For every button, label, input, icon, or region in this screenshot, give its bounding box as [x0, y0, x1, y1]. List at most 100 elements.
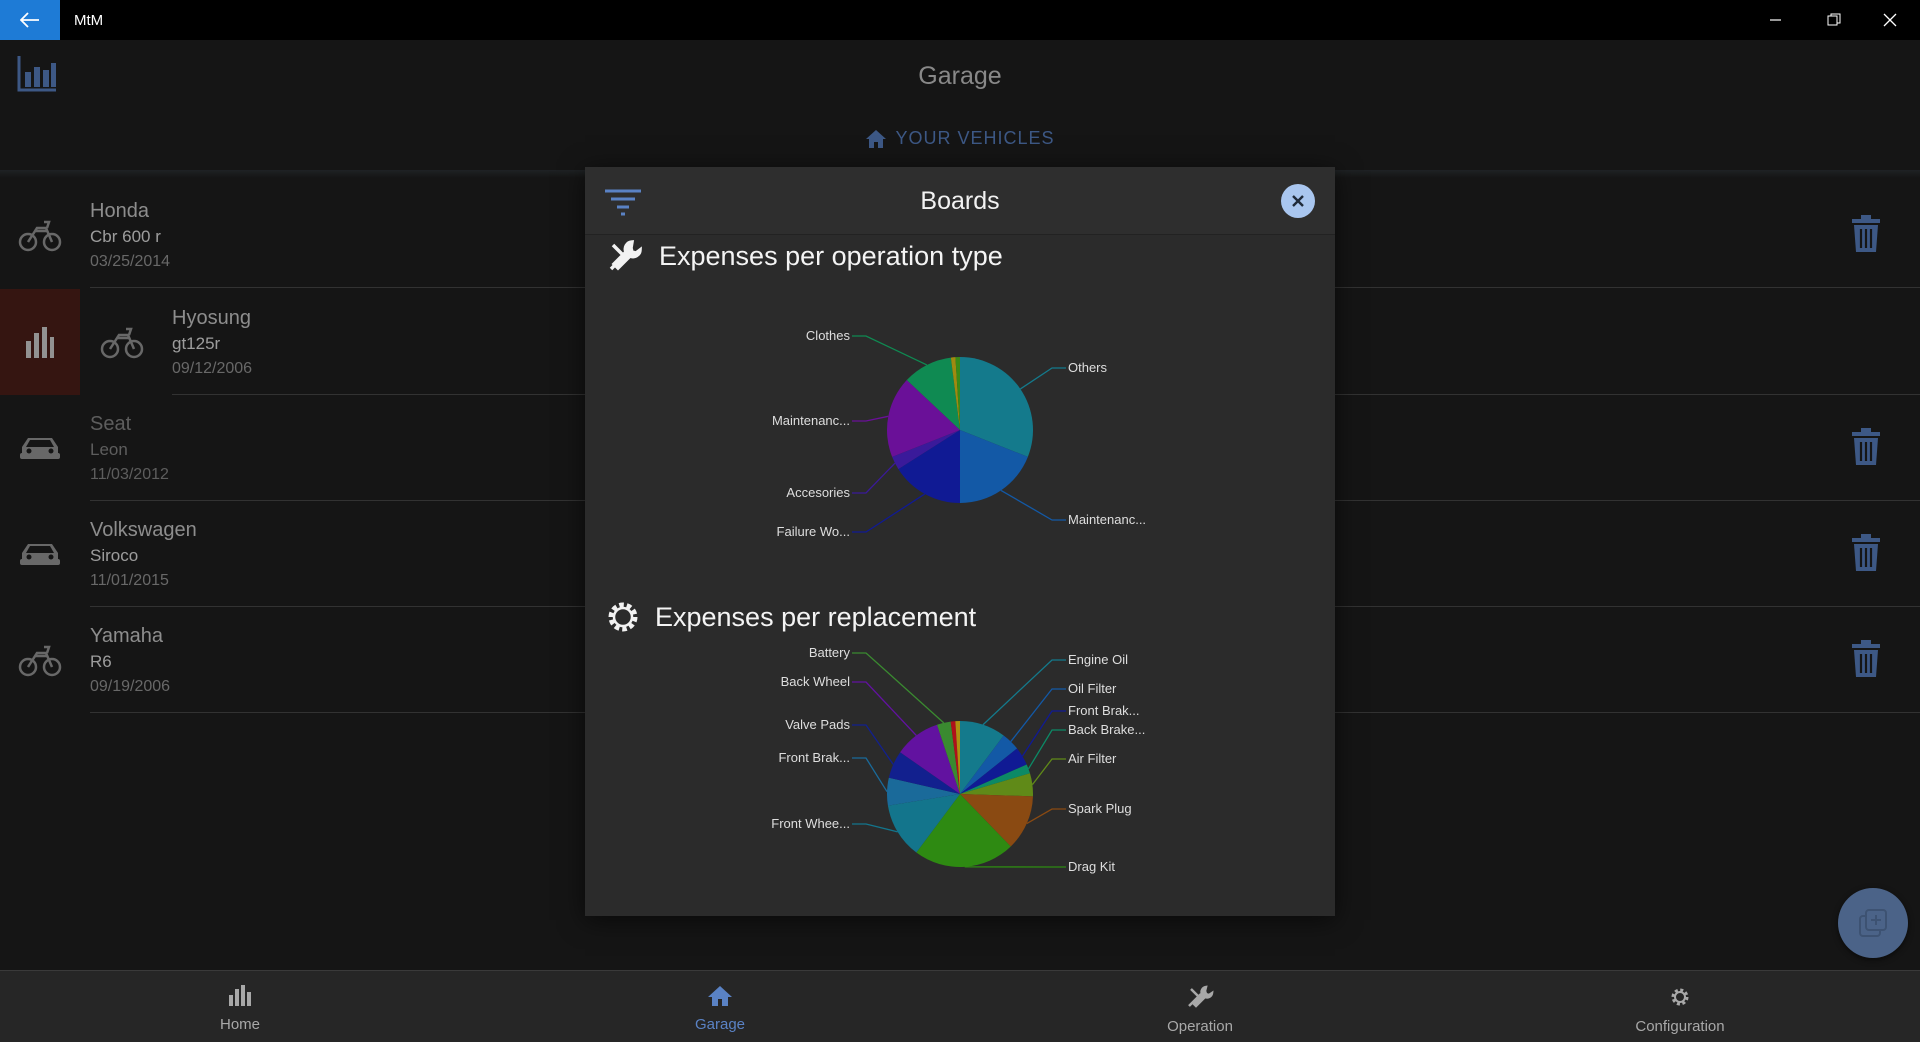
leader-line [1020, 367, 1066, 390]
leader-line [1027, 729, 1066, 770]
bar-chart-icon [229, 985, 251, 1006]
gear-icon [1671, 988, 1689, 1006]
close-window-button[interactable] [1862, 0, 1918, 40]
chart-title-text: Expenses per operation type [659, 240, 1003, 271]
chart-title-operation-type: Expenses per operation type [605, 239, 1003, 273]
vehicle-date: 09/12/2006 [172, 360, 253, 377]
slice-label: Front Brak... [1068, 703, 1140, 718]
vehicle-model: Leon [90, 440, 128, 459]
pie-slice[interactable] [960, 721, 1004, 794]
gear-icon [608, 602, 638, 632]
app-header: Garage YOUR VEHICLES [0, 40, 1920, 170]
pie-chart-replacement: Engine Oil Oil Filter Front Brak... Back Br… [771, 645, 1145, 874]
vehicle-date: 11/03/2012 [90, 466, 169, 483]
vehicle-make: Volkswagen [90, 519, 197, 541]
pie-slice[interactable] [892, 430, 960, 470]
vehicle-date: 03/25/2014 [90, 253, 171, 270]
pie-slice[interactable] [955, 357, 960, 430]
chart-title-text: Expenses per replacement [655, 601, 977, 632]
pie-slice[interactable] [950, 357, 960, 430]
trash-icon[interactable] [1848, 214, 1884, 254]
pie-slice[interactable] [898, 430, 960, 503]
pie-slice[interactable] [960, 773, 1033, 797]
nav-home[interactable]: Home [140, 985, 340, 1033]
pie-slice[interactable] [916, 794, 1011, 867]
bar-chart-icon [26, 327, 54, 358]
leader-line [852, 757, 888, 793]
pie-slice[interactable] [950, 721, 960, 794]
tools-icon [1188, 985, 1214, 1008]
bike-icon [100, 327, 144, 359]
home-icon [708, 986, 732, 1006]
pie-slice[interactable] [888, 752, 960, 794]
trash-icon[interactable] [1848, 639, 1884, 679]
pie-slice[interactable] [887, 380, 960, 457]
add-vehicle-button[interactable] [1838, 888, 1908, 958]
vehicle-make: Hyosung [172, 307, 251, 329]
window-title: MtM [74, 12, 104, 29]
bike-icon [18, 645, 62, 677]
nav-label: Garage [694, 1016, 746, 1033]
trash-icon[interactable] [1848, 427, 1884, 467]
tab-your-vehicles[interactable]: YOUR VEHICLES [0, 128, 1920, 149]
pie-slice[interactable] [960, 764, 1030, 794]
leader-line [1026, 808, 1066, 825]
vehicle-model: R6 [90, 652, 112, 671]
vehicle-model: gt125r [172, 334, 221, 353]
filter-icon[interactable] [603, 185, 643, 217]
back-button[interactable] [0, 0, 60, 40]
chart-title-replacement: Expenses per replacement [605, 599, 976, 635]
stats-button[interactable] [16, 54, 58, 94]
car-icon [20, 544, 60, 565]
close-icon [1292, 195, 1304, 207]
nav-label: Home [219, 1016, 260, 1033]
nav-operation[interactable]: Operation [1100, 985, 1300, 1035]
slice-label: Battery [809, 645, 851, 660]
pie-slice[interactable] [960, 794, 1033, 847]
pie-slice[interactable] [936, 721, 960, 794]
pie-slice[interactable] [960, 735, 1018, 794]
leader-line [1010, 688, 1066, 742]
pie-slice[interactable] [906, 357, 960, 430]
nav-label: Operation [1167, 1018, 1233, 1035]
pie-slice[interactable] [960, 748, 1027, 794]
nav-configuration[interactable]: Configuration [1580, 985, 1780, 1035]
leader-line [982, 659, 1066, 726]
slice-label: Clothes [806, 328, 851, 343]
vehicle-make: Yamaha [90, 625, 164, 647]
pie-slice[interactable] [955, 721, 960, 794]
slice-label: Back Wheel [781, 674, 850, 689]
restore-icon [1827, 13, 1841, 26]
tools-icon [609, 240, 642, 271]
boards-dialog: Boards Expenses per operation type Other… [585, 167, 1335, 916]
slice-label: Drag Kit [1068, 859, 1115, 874]
pie-slice[interactable] [960, 357, 1033, 457]
slice-label: Front Whee... [771, 816, 850, 831]
pie-slice[interactable] [887, 794, 960, 853]
close-icon [1883, 13, 1897, 27]
minimize-icon [1770, 19, 1781, 21]
vehicle-date: 09/19/2006 [90, 678, 171, 695]
leader-line [852, 415, 889, 422]
slice-label: Spark Plug [1068, 801, 1132, 816]
pie-slice[interactable] [887, 777, 960, 806]
leader-line [852, 335, 928, 366]
restore-button[interactable] [1806, 0, 1862, 40]
dialog-title: Boards [920, 187, 1000, 215]
pie-chart-operation-type: Others Maintenanc... Failure Wo... Accesori… [772, 328, 1146, 539]
slice-label: Maintenanc... [1068, 512, 1146, 527]
bottom-navigation: Home Garage Operation Configuration [0, 970, 1920, 1042]
slice-label: Valve Pads [785, 717, 850, 732]
slice-label: Maintenanc... [772, 413, 850, 428]
trash-icon[interactable] [1848, 533, 1884, 573]
pie-slice[interactable] [900, 724, 960, 794]
close-dialog-button[interactable] [1281, 184, 1315, 218]
stats-swipe-action[interactable] [0, 289, 80, 395]
page-title: Garage [918, 62, 1002, 90]
pie-slice[interactable] [960, 430, 1028, 503]
nav-garage[interactable]: Garage [620, 985, 820, 1033]
vehicle-make: Seat [90, 413, 132, 435]
slice-label: Front Brak... [778, 750, 850, 765]
window-title-bar: MtM [0, 0, 1920, 40]
minimize-button[interactable] [1748, 0, 1804, 40]
